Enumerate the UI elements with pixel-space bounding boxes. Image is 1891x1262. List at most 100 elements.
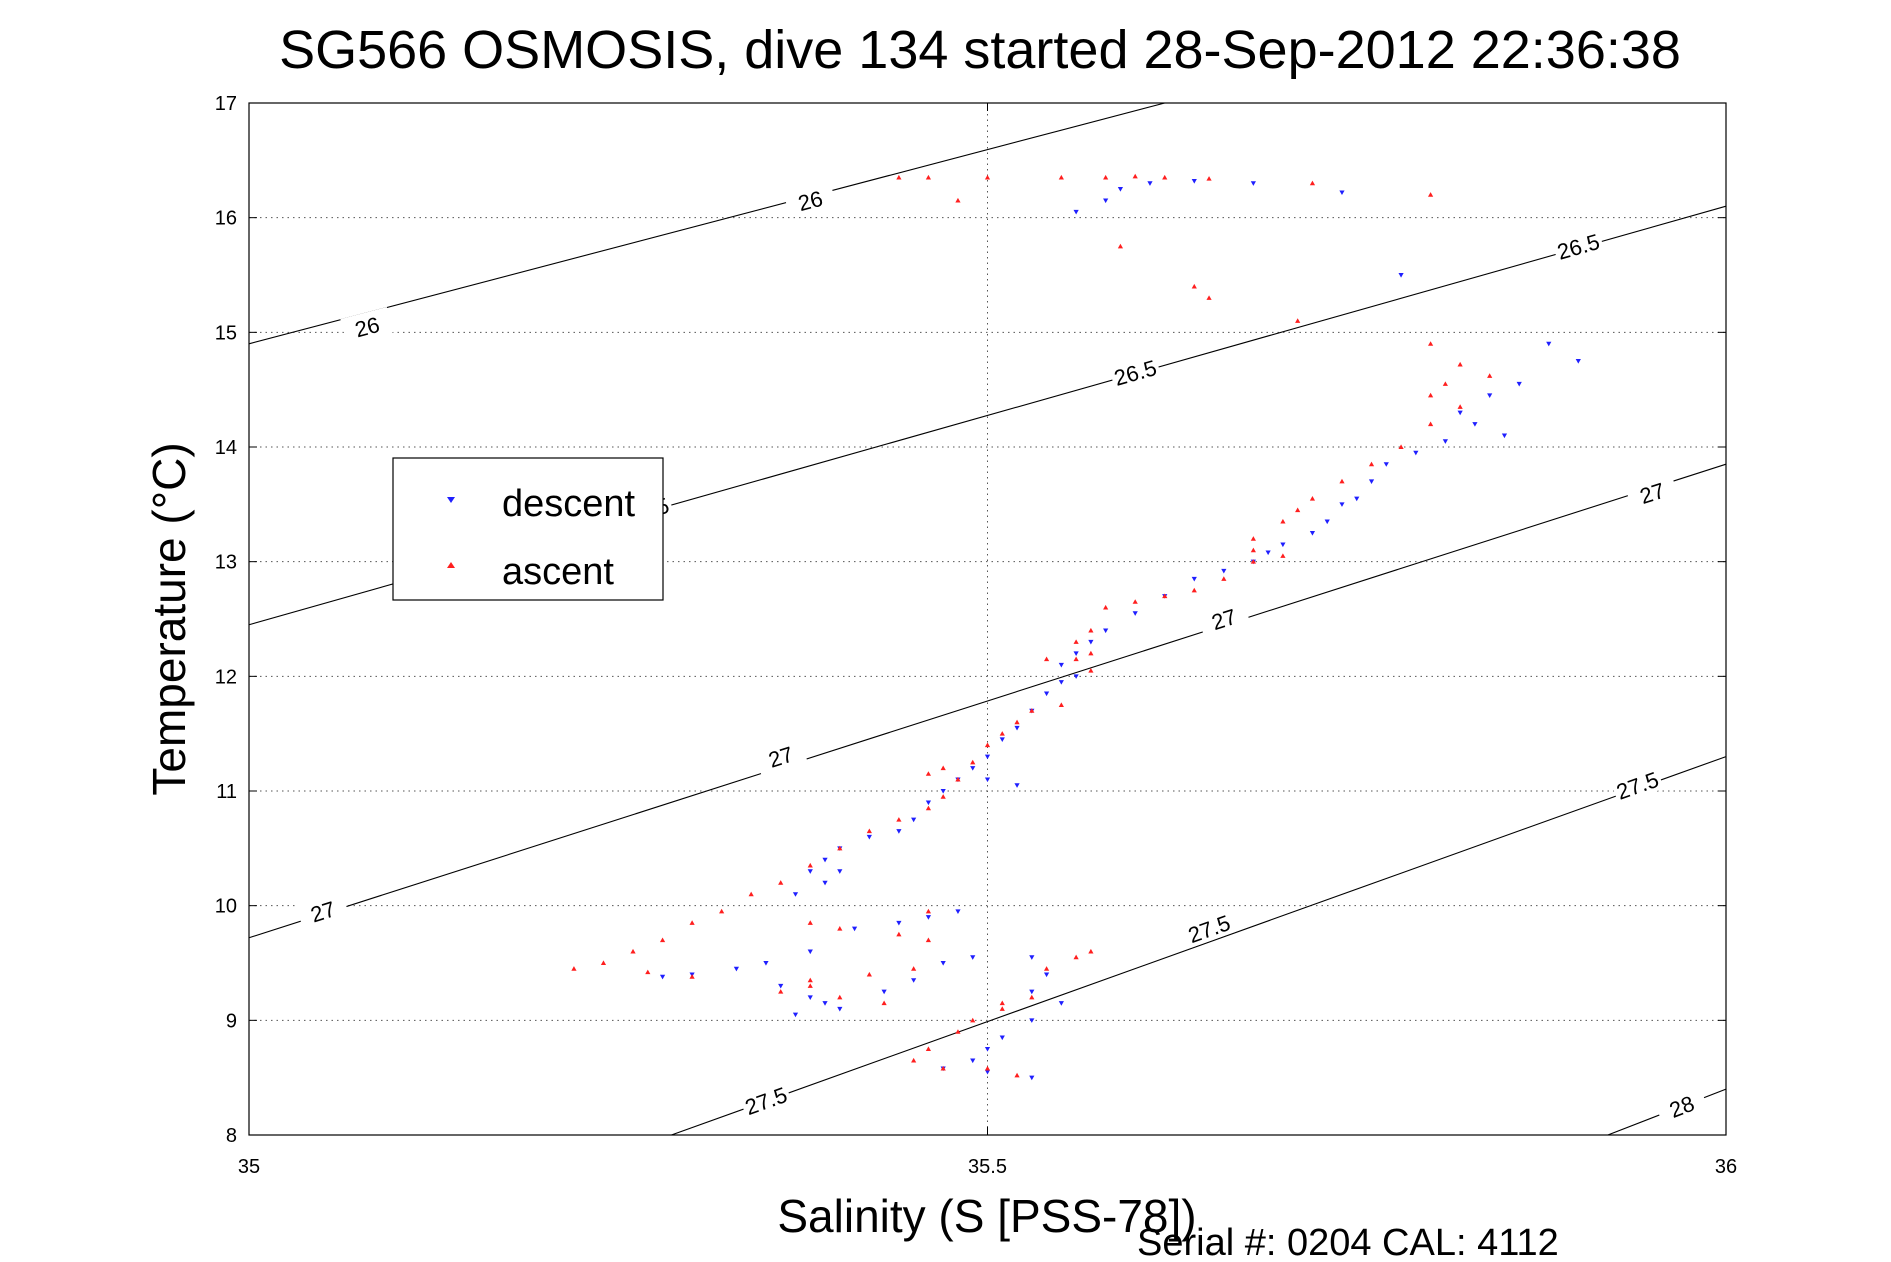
ascent-point xyxy=(1250,559,1256,564)
descent-point xyxy=(733,966,740,972)
ascent-point xyxy=(1014,719,1020,725)
descent-point xyxy=(1103,198,1109,204)
y-tick-label: 14 xyxy=(215,437,237,459)
ascent-point xyxy=(1058,702,1064,707)
descent-point xyxy=(911,978,917,983)
ascent-point xyxy=(866,971,872,977)
descent-point xyxy=(925,800,932,806)
ascent-point xyxy=(896,817,902,822)
descent-point xyxy=(1368,479,1375,484)
descent-point xyxy=(1014,783,1020,788)
descent-point xyxy=(822,1001,828,1006)
descent-point xyxy=(1029,1018,1035,1023)
descent-point xyxy=(837,869,843,874)
ascent-point xyxy=(1309,180,1316,186)
ascent-point xyxy=(1206,176,1212,181)
descent-point xyxy=(970,955,976,960)
legend-ascent-label: ascent xyxy=(502,551,614,593)
ascent-point xyxy=(778,880,784,885)
descent-point xyxy=(1280,542,1286,548)
descent-point xyxy=(1058,662,1064,668)
ascent-point xyxy=(955,1029,961,1034)
descent-point xyxy=(1442,439,1448,444)
ascent-point xyxy=(1014,1072,1020,1078)
x-tick-label: 35 xyxy=(238,1156,260,1178)
ascent-point xyxy=(1191,587,1197,593)
descent-point xyxy=(984,1047,991,1052)
ascent-point xyxy=(1103,174,1109,180)
contour-label-bg xyxy=(1625,472,1679,512)
descent-point xyxy=(1191,178,1197,184)
ascent-point xyxy=(1073,656,1079,662)
legend-ascent-marker xyxy=(447,562,455,568)
descent-point xyxy=(1472,422,1478,427)
ascent-point xyxy=(925,174,932,180)
ascent-point xyxy=(955,197,961,203)
ascent-point xyxy=(719,908,725,914)
descent-point xyxy=(1132,611,1138,616)
ascent-point xyxy=(1295,507,1301,513)
descent-point xyxy=(1398,273,1404,278)
ascent-point xyxy=(1088,650,1094,656)
descent-point xyxy=(896,920,902,926)
descent-point xyxy=(1546,341,1552,347)
ascent-point xyxy=(925,771,932,776)
ascent-point xyxy=(659,937,666,943)
descent-point xyxy=(1073,674,1079,679)
grid-lines xyxy=(249,103,1726,1135)
contour-label: 26.5 xyxy=(1111,355,1159,391)
ascent-point xyxy=(837,926,843,931)
descent-point xyxy=(1383,462,1389,467)
contour-label-bg xyxy=(738,1079,793,1121)
ascent-point xyxy=(940,1065,946,1071)
descent-point xyxy=(851,926,858,932)
ascent-point xyxy=(1428,421,1434,427)
descent-point xyxy=(1501,433,1508,439)
descent-point xyxy=(1309,531,1316,536)
ascent-point xyxy=(807,977,813,983)
ascent-point xyxy=(1339,478,1345,484)
ascent-point xyxy=(1250,536,1256,541)
ascent-point xyxy=(1457,361,1463,367)
descent-point xyxy=(1058,1001,1064,1006)
ascent-point xyxy=(984,1065,991,1071)
ascent-point xyxy=(925,1046,932,1051)
descent-point xyxy=(1354,496,1360,502)
descent-point xyxy=(1457,410,1463,416)
ascent-point xyxy=(911,966,917,971)
descent-point xyxy=(1103,628,1109,634)
ascent-point xyxy=(807,920,813,925)
descent-point xyxy=(1014,725,1020,731)
legend: descent ascent xyxy=(392,457,664,601)
ascent-point xyxy=(1428,392,1434,398)
y-tick-label: 8 xyxy=(226,1125,237,1147)
ascent-point xyxy=(1191,283,1197,289)
descent-point xyxy=(970,766,976,771)
ascent-point xyxy=(999,1006,1005,1011)
descent-point xyxy=(837,1006,843,1012)
descent-point xyxy=(1191,576,1197,582)
ascent-point xyxy=(1043,656,1050,662)
contour-label: 27.5 xyxy=(1613,767,1662,805)
contour-label-bg xyxy=(1654,1084,1709,1127)
descent-point xyxy=(1265,550,1271,556)
descent-point xyxy=(940,961,946,966)
ascent-point xyxy=(970,759,976,765)
x-tick-label: 36 xyxy=(1715,1156,1737,1178)
ascent-point xyxy=(984,174,991,180)
descent-point xyxy=(1250,181,1256,186)
y-tick-label: 12 xyxy=(215,666,237,688)
ascent-point xyxy=(1073,639,1079,644)
ascent-point xyxy=(1309,496,1316,501)
ascent-point xyxy=(1442,381,1448,386)
y-tick-label: 10 xyxy=(215,896,237,918)
ascent-point xyxy=(1029,994,1035,1000)
contour-label: 27.5 xyxy=(742,1082,791,1120)
descent-point xyxy=(984,1069,991,1075)
contour-line-27-5 xyxy=(671,756,1727,1136)
ascent-point xyxy=(955,776,961,782)
descent-point xyxy=(881,989,887,995)
legend-box xyxy=(392,457,664,601)
